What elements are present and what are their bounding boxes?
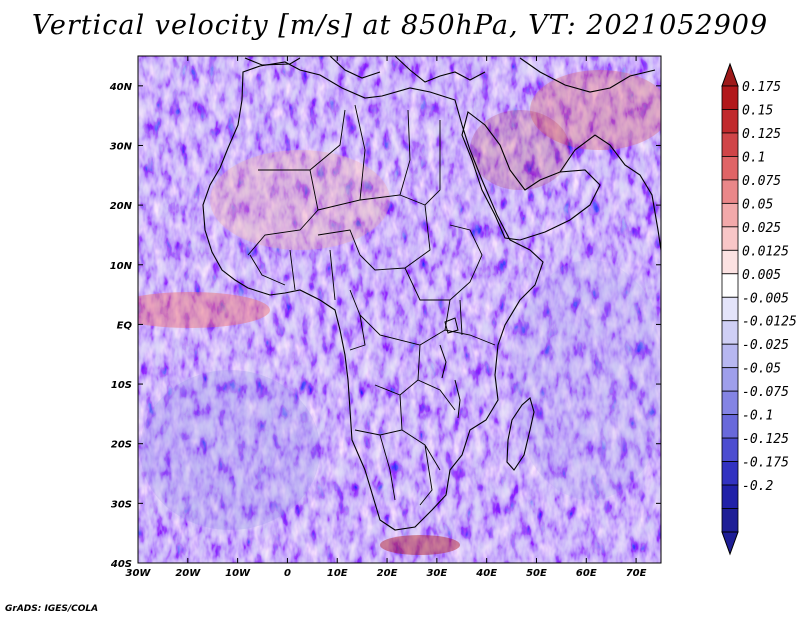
colorbar-swatch — [721, 414, 739, 439]
colorbar-swatch — [721, 343, 739, 369]
lat-tick-label: 20N — [110, 201, 133, 212]
lat-tick-label: EQ — [117, 320, 133, 331]
lat-tick-label: 30N — [110, 141, 133, 152]
colorbar-label: 0.15 — [742, 103, 773, 118]
colorbar-swatch — [721, 390, 739, 416]
lat-tick-label: 10N — [110, 261, 133, 272]
colorbar-swatch — [721, 179, 739, 204]
coastlines — [202, 55, 662, 531]
arabia-coastline — [461, 111, 601, 241]
credit-label: GrADS: IGES/COLA — [5, 604, 99, 614]
lat-tick-label: 40S — [110, 559, 132, 570]
lon-tick-label: 70E — [626, 568, 647, 579]
colorbar-label: -0.05 — [742, 362, 781, 377]
lon-tick-label: 50E — [526, 568, 547, 579]
colorbar-swatch — [721, 273, 739, 298]
lakes — [439, 317, 461, 419]
colorbar-label: 0.125 — [742, 127, 781, 142]
velocity-field — [138, 56, 661, 563]
colorbar-swatch — [721, 132, 739, 157]
colorbar-swatch — [721, 226, 739, 251]
colorbar-label: -0.2 — [742, 479, 773, 494]
lat-tick-label: 20S — [111, 440, 132, 451]
colorbar-swatch — [721, 320, 739, 345]
colorbar-label: -0.025 — [742, 338, 789, 353]
lat-tick-label: 40N — [109, 82, 133, 93]
europe-coastline — [244, 55, 656, 93]
colorbar-label: -0.075 — [742, 385, 789, 400]
colorbar-label: 0.025 — [742, 221, 781, 236]
colorbar-swatch — [721, 508, 739, 533]
colorbar-swatch — [721, 249, 739, 275]
africa-coastline — [202, 61, 544, 531]
chart-title: Vertical velocity [m/s] at 850hPa, VT: 2… — [31, 10, 769, 41]
colorbar-top-arrow — [721, 62, 739, 87]
colorbar-swatch — [721, 296, 739, 322]
colorbar-label: 0.005 — [742, 268, 781, 283]
lat-tick-label: 10S — [111, 380, 132, 391]
lat-tick-label: 30S — [111, 499, 132, 510]
lon-tick-label: 0 — [284, 568, 291, 579]
lon-tick-label: 10W — [225, 568, 251, 579]
colorbar-label: -0.0125 — [742, 315, 797, 330]
colorbar-swatch — [721, 437, 739, 462]
colorbar-label: -0.005 — [742, 291, 789, 306]
lon-tick-label: 10E — [327, 568, 348, 579]
colorbar-swatch — [721, 156, 739, 181]
asia-coastline — [559, 134, 662, 251]
lon-tick-label: 20W — [175, 568, 201, 579]
colorbar-label: 0.1 — [742, 150, 765, 165]
colorbar-swatch — [721, 202, 739, 228]
colorbar-swatch — [721, 367, 739, 392]
lon-tick-label: 60E — [576, 568, 597, 579]
colorbar-label: -0.175 — [742, 456, 789, 471]
madagascar-coastline — [506, 397, 535, 471]
colorbar-swatch — [721, 109, 739, 134]
colorbar: 0.175 0.15 0.125 0.1 0.075 0.05 0.025 0.0125 0.0… — [721, 62, 797, 556]
country-borders — [247, 104, 496, 506]
colorbar-label: 0.0125 — [742, 244, 789, 259]
colorbar-label: -0.125 — [742, 432, 789, 447]
lon-tick-label: 30W — [126, 568, 152, 579]
plot-frame — [137, 55, 662, 564]
colorbar-swatch — [721, 461, 739, 486]
colorbar-label: 0.05 — [742, 197, 773, 212]
colorbar-swatch — [721, 85, 739, 110]
lon-tick-label: 40E — [475, 568, 497, 579]
lon-tick-label: 30E — [426, 568, 447, 579]
lon-tick-label: 20E — [377, 568, 398, 579]
colorbar-label: 0.175 — [742, 80, 781, 95]
colorbar-label: -0.1 — [742, 409, 773, 424]
colorbar-bottom-arrow — [721, 531, 739, 556]
colorbar-swatch — [721, 484, 739, 509]
colorbar-label: 0.075 — [742, 174, 781, 189]
